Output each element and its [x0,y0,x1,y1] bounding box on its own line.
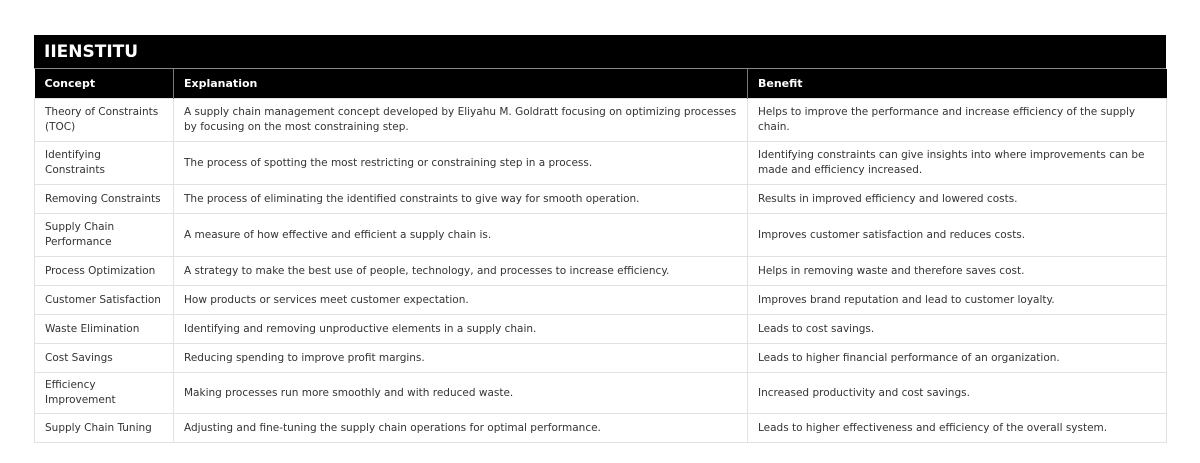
explanation-cell: The process of eliminating the identifie… [173,184,748,214]
table-row: Removing Constraints The process of elimi… [34,184,1167,214]
header-row: Concept Explanation Benefit [34,69,1167,99]
benefit-cell: Helps in removing waste and therefore sa… [747,256,1167,286]
concept-cell: Process Optimization [34,256,174,286]
column-header-concept: Concept [34,69,174,99]
table-row: Efficiency Improvement Making processes r… [34,372,1167,414]
table-row: Cost Savings Reducing spending to improve… [34,343,1167,373]
benefit-cell: Improves brand reputation and lead to cu… [747,285,1167,315]
table-row: Waste Elimination Identifying and removin… [34,314,1167,344]
table-container: IIENSTITU Concept Explanation Benefit Th… [34,35,1167,443]
concept-cell: Supply Chain Tuning [34,413,174,443]
concept-cell: Supply Chain Performance [34,213,174,257]
concept-cell: Identifying Constraints [34,141,174,185]
explanation-cell: How products or services meet customer e… [173,285,748,315]
benefit-cell: Identifying constraints can give insight… [747,141,1167,185]
concept-cell: Removing Constraints [34,184,174,214]
benefit-cell: Leads to higher financial performance of… [747,343,1167,373]
concept-table: Concept Explanation Benefit Theory of Co… [34,69,1167,443]
concept-cell: Waste Elimination [34,314,174,344]
table-row: Process Optimization A strategy to make t… [34,256,1167,286]
benefit-cell: Increased productivity and cost savings. [747,372,1167,414]
table-row: Supply Chain Tuning Adjusting and fine-tu… [34,413,1167,443]
concept-cell: Customer Satisfaction [34,285,174,315]
benefit-cell: Results in improved efficiency and lower… [747,184,1167,214]
concept-cell: Theory of Constraints (TOC) [34,98,174,142]
column-header-explanation: Explanation [173,69,748,99]
explanation-cell: Making processes run more smoothly and w… [173,372,748,414]
benefit-cell: Leads to cost savings. [747,314,1167,344]
table-title: IIENSTITU [34,35,1166,69]
table-row: Identifying Constraints The process of sp… [34,141,1167,185]
explanation-cell: The process of spotting the most restric… [173,141,748,185]
explanation-cell: A supply chain management concept develo… [173,98,748,142]
explanation-cell: Adjusting and fine-tuning the supply cha… [173,413,748,443]
benefit-cell: Improves customer satisfaction and reduc… [747,213,1167,257]
explanation-cell: Reducing spending to improve profit marg… [173,343,748,373]
benefit-cell: Leads to higher effectiveness and effici… [747,413,1167,443]
concept-cell: Cost Savings [34,343,174,373]
explanation-cell: A measure of how effective and efficient… [173,213,748,257]
table-row: Supply Chain Performance A measure of how… [34,213,1167,257]
explanation-cell: Identifying and removing unproductive el… [173,314,748,344]
table-row: Theory of Constraints (TOC) A supply chai… [34,98,1167,142]
concept-cell: Efficiency Improvement [34,372,174,414]
explanation-cell: A strategy to make the best use of peopl… [173,256,748,286]
benefit-cell: Helps to improve the performance and inc… [747,98,1167,142]
table-row: Customer Satisfaction How products or ser… [34,285,1167,315]
column-header-benefit: Benefit [747,69,1167,99]
table-body: Theory of Constraints (TOC) A supply chai… [34,98,1167,443]
